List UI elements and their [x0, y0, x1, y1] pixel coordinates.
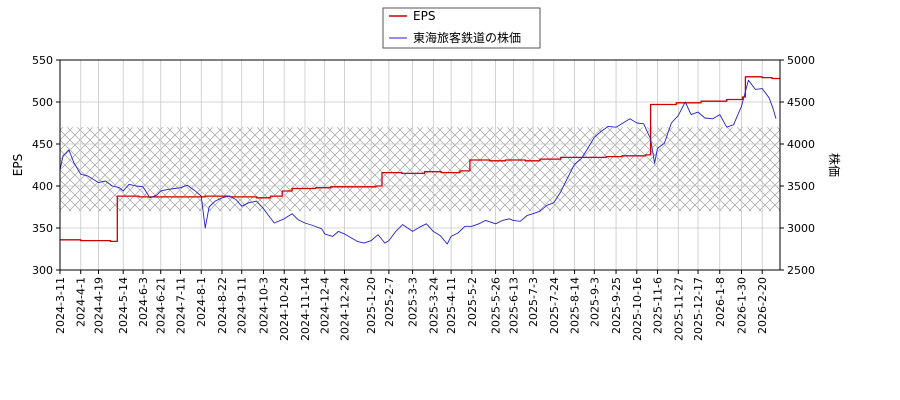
x-tick-label: 2025-12-17	[692, 277, 705, 341]
x-tick-label: 2024-12-4	[319, 277, 332, 334]
plot-frame	[59, 59, 781, 271]
x-tick-label: 2025-11-6	[652, 277, 665, 334]
x-tick-label: 2025-7-24	[548, 277, 561, 334]
legend: EPS 東海旅客鉄道の株価	[382, 7, 541, 49]
x-tick-label: 2025-11-27	[672, 277, 685, 341]
left-tick-label: 500	[32, 96, 53, 109]
left-tick-label: 550	[32, 54, 53, 67]
x-tick-label: 2024-8-22	[216, 277, 229, 334]
x-tick-label: 2025-4-11	[445, 277, 458, 334]
legend-label-eps: EPS	[413, 9, 435, 23]
x-axis: 2024-3-11 2024-4-1 2024-4-19 2024-5-14 2024-…	[54, 270, 769, 341]
right-tick-label: 4000	[787, 138, 815, 151]
x-tick-label: 2024-10-24	[278, 277, 291, 341]
right-axis-label: 株価	[827, 153, 842, 177]
x-tick-label: 2026-2-20	[756, 277, 769, 334]
x-tick-label: 2024-6-3	[137, 277, 150, 327]
left-tick-label: 450	[32, 138, 53, 151]
x-tick-label: 2024-5-14	[117, 277, 130, 334]
shaded-band	[60, 127, 780, 212]
left-axis-label: EPS	[11, 154, 25, 176]
x-tick-label: 2024-3-11	[54, 277, 67, 334]
x-tick-label: 2024-10-3	[258, 277, 271, 334]
x-tick-label: 2025-7-3	[527, 277, 540, 327]
x-tick-label: 2024-6-21	[155, 277, 168, 334]
x-tick-label: 2026-1-30	[736, 277, 749, 334]
x-tick-label: 2025-9-3	[588, 277, 601, 327]
x-tick-label: 2024-8-1	[195, 277, 208, 327]
band-area	[60, 127, 780, 212]
right-axis: 2500 3000 3500 4000 4500 5000	[780, 54, 815, 277]
left-tick-label: 350	[32, 222, 53, 235]
x-tick-label: 2025-6-13	[507, 277, 520, 334]
x-tick-label: 2024-12-24	[338, 277, 351, 341]
right-tick-label: 3500	[787, 180, 815, 193]
right-tick-label: 2500	[787, 264, 815, 277]
x-tick-label: 2025-8-14	[569, 277, 582, 334]
left-tick-label: 300	[32, 264, 53, 277]
x-tick-label: 2025-10-16	[631, 277, 644, 341]
left-tick-label: 400	[32, 180, 53, 193]
left-axis: 300 350 400 450 500 550	[32, 54, 60, 277]
x-tick-label: 2025-3-3	[407, 277, 420, 327]
x-tick-label: 2024-4-19	[93, 277, 106, 334]
x-tick-label: 2024-9-11	[236, 277, 249, 334]
x-tick-label: 2025-2-7	[383, 277, 396, 327]
right-tick-label: 3000	[787, 222, 815, 235]
x-tick-label: 2025-5-26	[490, 277, 503, 334]
right-tick-label: 5000	[787, 54, 815, 67]
x-tick-label: 2026-1-8	[714, 277, 727, 327]
right-tick-label: 4500	[787, 96, 815, 109]
x-tick-label: 2025-5-2	[466, 277, 479, 327]
legend-box	[382, 7, 541, 49]
legend-label-price: 東海旅客鉄道の株価	[413, 30, 521, 45]
series-lines	[60, 76, 780, 245]
x-tick-label: 2025-3-24	[427, 277, 440, 334]
x-tick-label: 2024-11-14	[299, 277, 312, 341]
x-tick-label: 2025-9-25	[610, 277, 623, 334]
x-tick-label: 2024-4-1	[75, 277, 88, 327]
x-tick-label: 2024-7-11	[175, 277, 188, 334]
series-line-price	[60, 79, 777, 245]
x-tick-label: 2025-1-20	[365, 277, 378, 334]
